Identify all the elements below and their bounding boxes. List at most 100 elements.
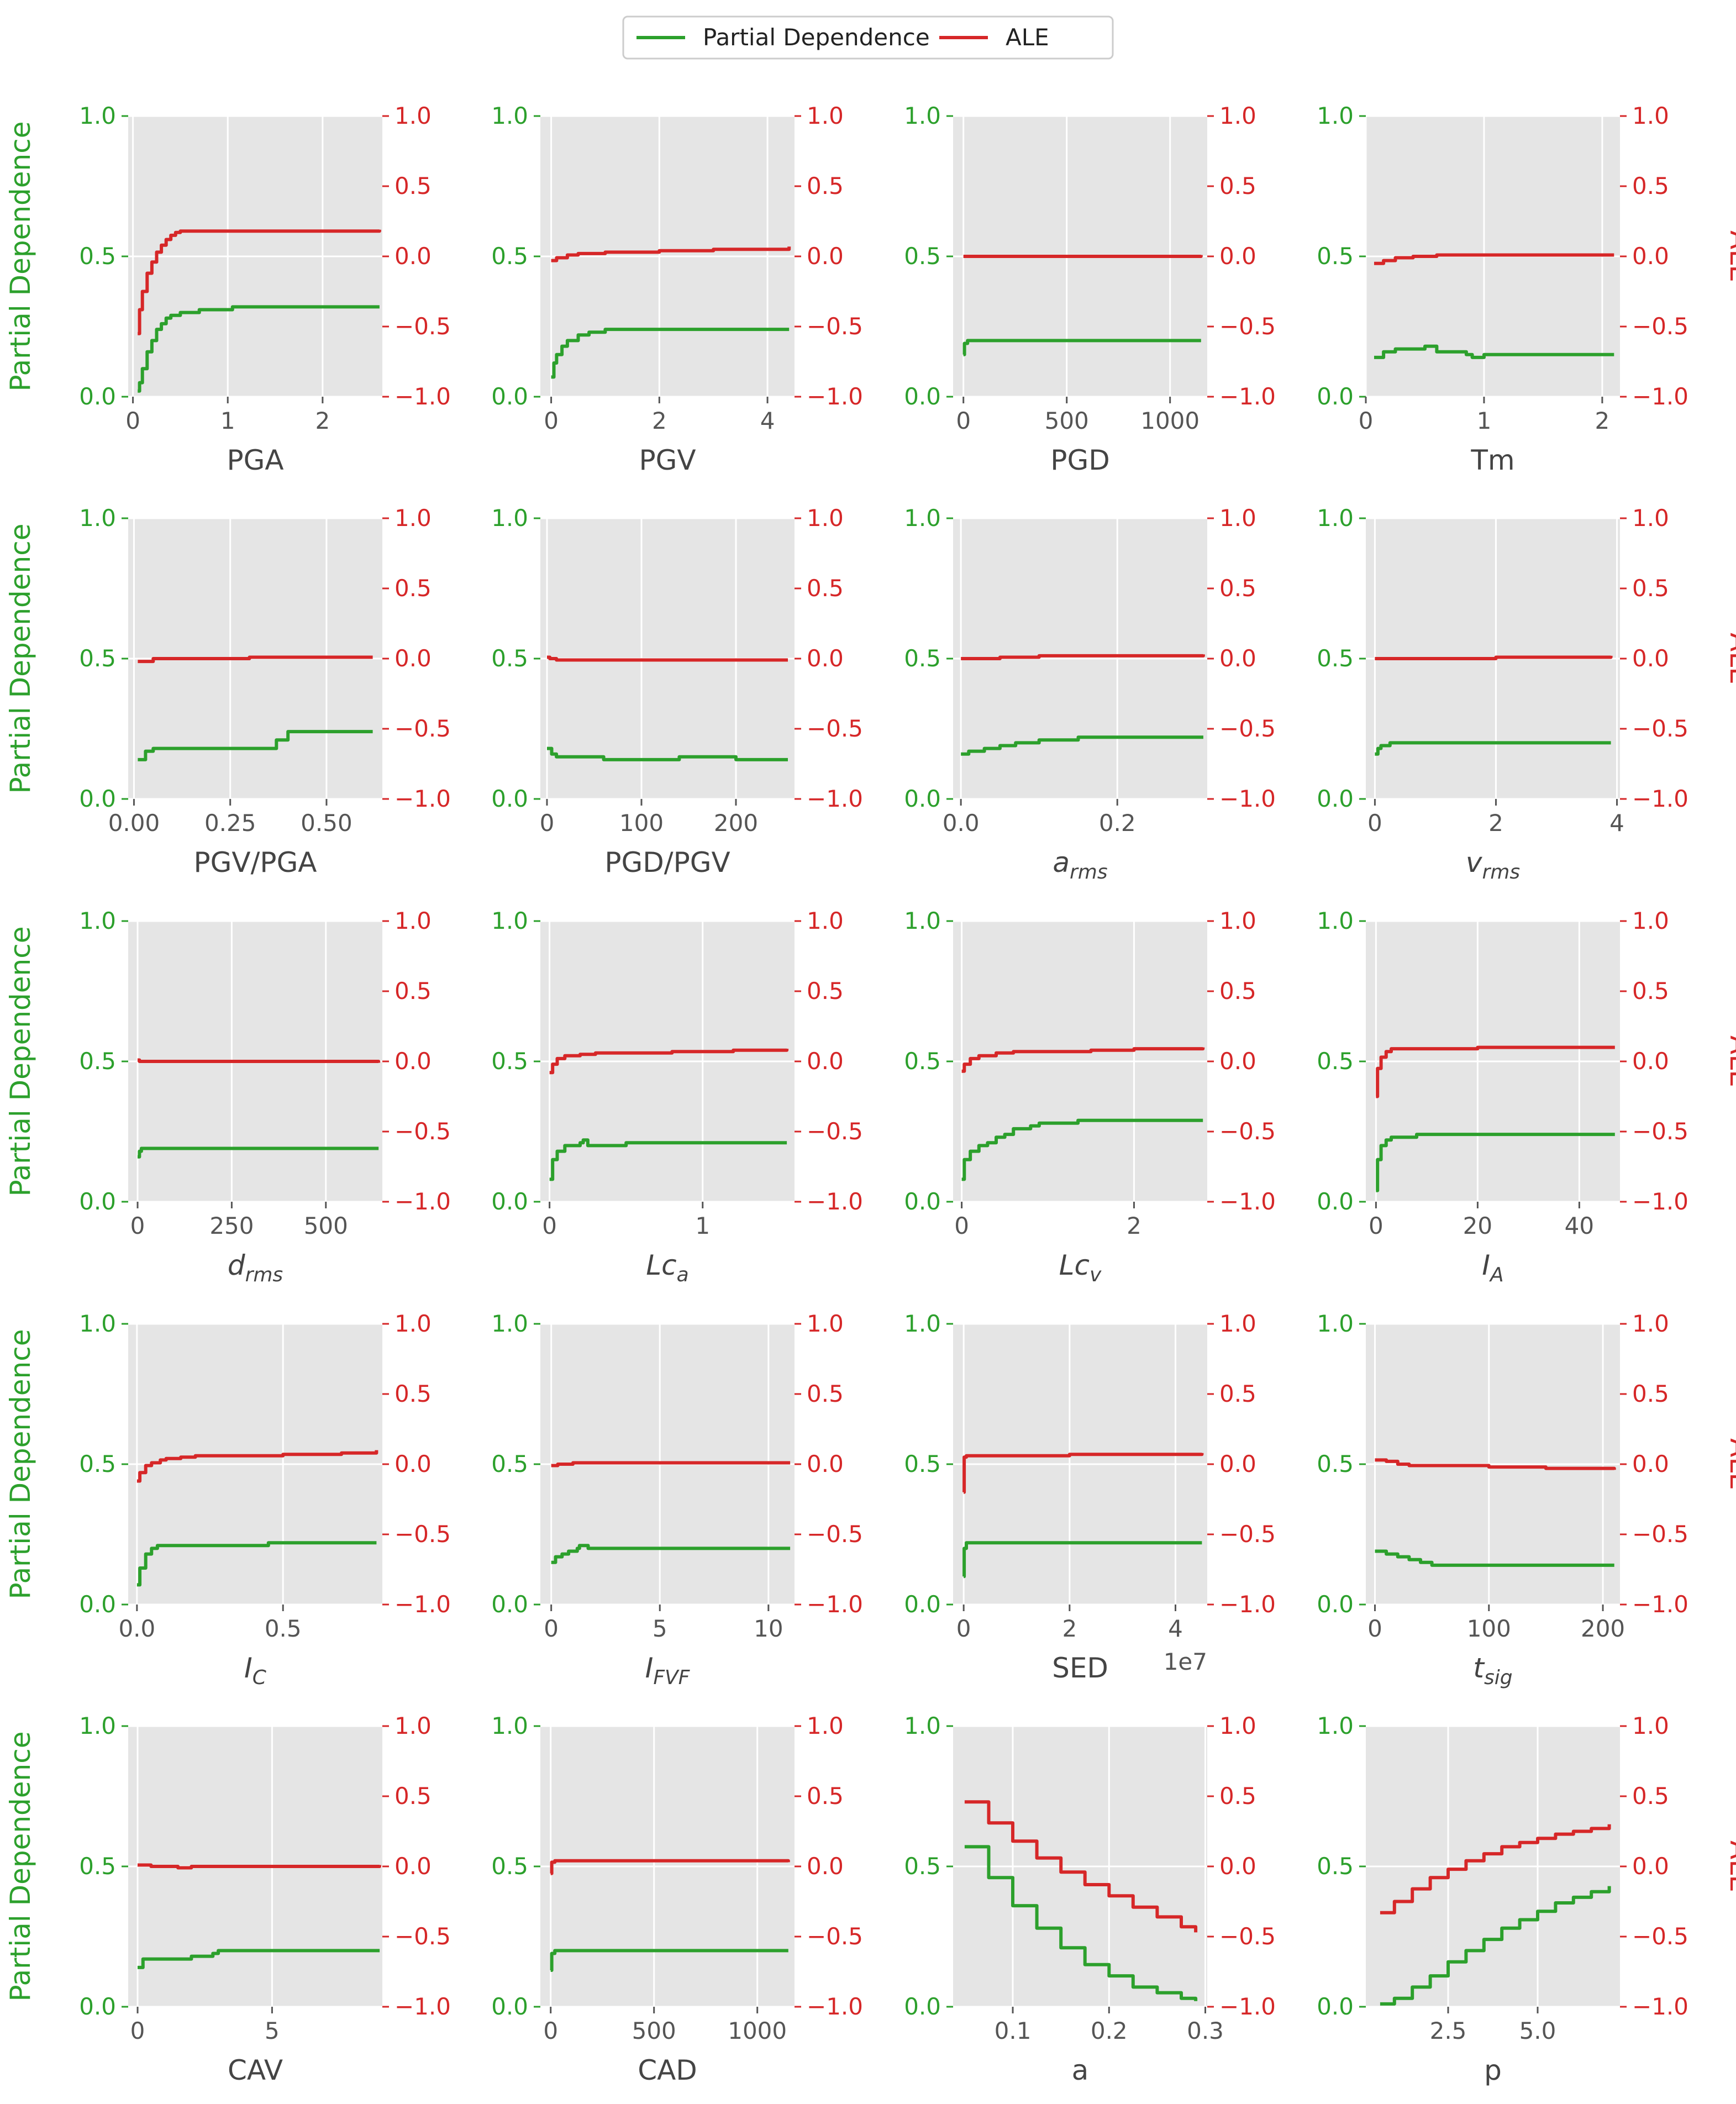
x-tick-label: 1000: [1140, 407, 1200, 434]
x-axis-label: Lcv: [1059, 1249, 1102, 1286]
panel-2: 0.0 0.5 1.0 −1.0 −0.5 0.0 0.5 1.0 0 500 1000 PGD: [904, 102, 1276, 476]
right-tick-label: 0.0: [1219, 1048, 1256, 1075]
right-tick-label: −0.5: [394, 1521, 451, 1548]
pd-series-line: [138, 1949, 380, 1969]
right-tick-label: 1.0: [807, 1712, 844, 1739]
ale-series-line: [964, 1800, 1198, 1933]
pd-series-line: [961, 735, 1203, 756]
left-tick-label: 0.5: [904, 645, 941, 672]
left-axis-label: Partial Dependence: [4, 1329, 36, 1600]
pd-series-line: [961, 1118, 1203, 1181]
right-tick-label: 0.0: [1632, 243, 1669, 270]
x-axis-label: Tm: [1470, 444, 1514, 476]
right-tick-label: 0.0: [1219, 645, 1256, 672]
right-tick-label: −1.0: [1632, 1188, 1688, 1215]
right-tick-label: 1.0: [394, 102, 432, 129]
right-tick-label: 1.0: [394, 1310, 432, 1337]
x-tick-label: 0: [1369, 1212, 1383, 1239]
ale-series-line: [138, 229, 381, 335]
x-tick-label: 1: [695, 1212, 710, 1239]
left-tick-label: 0.5: [1317, 243, 1354, 270]
left-tick-label: 0.0: [1317, 383, 1354, 410]
x-axis-label: PGA: [227, 444, 283, 476]
x-tick-label: 200: [1581, 1615, 1625, 1642]
x-tick-label: 4: [1168, 1615, 1183, 1642]
right-tick-label: 0.5: [1219, 1782, 1256, 1810]
panel-0: 0.0 0.5 1.0 −1.0 −0.5 0.0 0.5 1.0 0 1 2 PGA Partial …: [4, 102, 451, 476]
left-tick-label: 0.5: [491, 645, 528, 672]
right-tick-label: −0.5: [807, 1521, 863, 1548]
right-axis-label: ALE: [1724, 1438, 1736, 1490]
right-tick-label: −1.0: [807, 1591, 863, 1618]
right-tick-label: 1.0: [1632, 1712, 1669, 1739]
left-tick-label: 1.0: [79, 1712, 116, 1739]
x-tick-label: 5.0: [1519, 2017, 1556, 2044]
right-tick-label: −1.0: [1219, 1993, 1276, 2020]
right-tick-label: 1.0: [807, 102, 844, 129]
x-tick-label: 500: [632, 2017, 676, 2044]
x-tick-label: 2: [315, 407, 330, 434]
right-tick-label: 1.0: [1219, 1712, 1256, 1739]
right-tick-label: 0.5: [807, 977, 844, 1004]
left-tick-label: 1.0: [79, 102, 116, 129]
right-tick-label: 0.0: [807, 1853, 844, 1880]
ale-series-line: [1375, 1458, 1616, 1470]
right-tick-label: −0.5: [1219, 313, 1276, 340]
right-tick-label: 0.5: [1219, 575, 1256, 602]
x-tick-label: 20: [1463, 1212, 1492, 1239]
right-tick-label: −0.5: [394, 313, 451, 340]
x-axis-label: CAD: [638, 2054, 697, 2086]
right-tick-label: −1.0: [394, 1591, 451, 1618]
pd-series-line: [1375, 741, 1611, 756]
x-tick-label: 0: [543, 2017, 558, 2044]
left-tick-label: 0.0: [79, 1188, 116, 1215]
right-tick-label: −0.5: [1632, 1923, 1688, 1950]
right-tick-label: 0.0: [1632, 1450, 1669, 1477]
x-tick-label: 2: [1062, 1615, 1077, 1642]
right-tick-label: 0.5: [1632, 977, 1669, 1004]
ale-series-line: [138, 1863, 382, 1870]
ale-series-line: [547, 655, 788, 662]
x-tick-label: 5: [265, 2017, 280, 2044]
x-axis-label: IC: [244, 1652, 267, 1689]
left-tick-label: 1.0: [904, 1712, 941, 1739]
left-tick-label: 1.0: [1317, 504, 1354, 532]
x-axis-label: a: [1072, 2054, 1089, 2086]
x-tick-label: 0: [130, 2017, 145, 2044]
ale-series-line: [550, 1859, 790, 1875]
pd-series-line: [1380, 1886, 1611, 2006]
panel-grid: 0.0 0.5 1.0 −1.0 −0.5 0.0 0.5 1.0 0 1 2 PGA Partial …: [4, 102, 1736, 2086]
panel-3: 0.0 0.5 1.0 −1.0 −0.5 0.0 0.5 1.0 0 1 2 Tm ALE: [1317, 102, 1736, 476]
x-tick-label: 0: [1367, 1615, 1382, 1642]
right-tick-label: 0.0: [394, 1048, 432, 1075]
panel-6: 0.0 0.5 1.0 −1.0 −0.5 0.0 0.5 1.0 0.0 0.2 arms: [904, 504, 1276, 883]
right-tick-label: 0.5: [1219, 977, 1256, 1004]
right-tick-label: 0.0: [1219, 1450, 1256, 1477]
right-tick-label: −0.5: [1632, 1118, 1688, 1145]
right-tick-label: 1.0: [1219, 907, 1256, 934]
x-tick-label: 0: [956, 1615, 971, 1642]
right-tick-label: −0.5: [1219, 715, 1276, 742]
panel-12: 0.0 0.5 1.0 −1.0 −0.5 0.0 0.5 1.0 0.0 0.5 IC Partia…: [4, 1310, 451, 1689]
pd-series-line: [136, 1541, 377, 1587]
x-axis-label: arms: [1053, 846, 1107, 883]
panel-10: 0.0 0.5 1.0 −1.0 −0.5 0.0 0.5 1.0 0 2 Lcv: [904, 907, 1276, 1286]
panel-5: 0.0 0.5 1.0 −1.0 −0.5 0.0 0.5 1.0 0 100 200 PGD/PGV: [491, 504, 863, 879]
right-tick-label: −0.5: [1632, 313, 1688, 340]
right-tick-label: −0.5: [1219, 1118, 1276, 1145]
left-tick-label: 0.5: [1317, 1450, 1354, 1477]
pd-series-line: [138, 1146, 379, 1159]
x-tick-label: 0: [544, 407, 559, 434]
left-tick-label: 0.0: [1317, 1591, 1354, 1618]
ale-series-line: [1375, 655, 1613, 660]
right-tick-label: 0.5: [1632, 575, 1669, 602]
right-tick-label: 0.5: [394, 172, 432, 199]
right-tick-label: 0.5: [394, 1380, 432, 1407]
right-tick-label: −0.5: [1632, 1521, 1688, 1548]
panel-9: 0.0 0.5 1.0 −1.0 −0.5 0.0 0.5 1.0 0 1 Lca: [491, 907, 863, 1286]
x-tick-label: 0.3: [1187, 2017, 1224, 2044]
left-tick-label: 0.0: [904, 785, 941, 812]
x-tick-label: 40: [1565, 1212, 1594, 1239]
x-axis-label: IA: [1482, 1249, 1503, 1286]
